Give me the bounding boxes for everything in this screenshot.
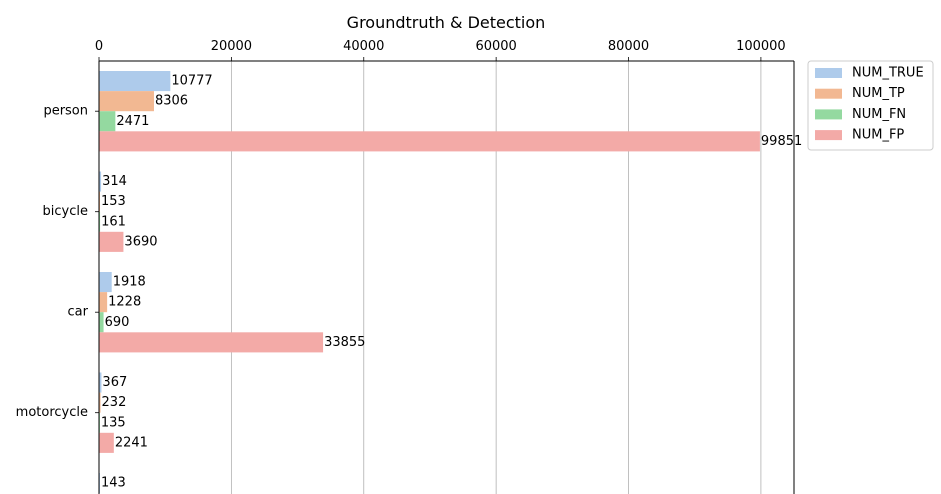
bar-value-label: 8306 xyxy=(155,94,188,109)
x-axis-ticks: 0 20000 40000 60000 80000 100000 xyxy=(95,39,786,61)
bar-value-label: 10777 xyxy=(171,74,212,89)
value-labels: 10777 8306 2471 99851 314 153 161 3690 1918 1228 6… xyxy=(101,74,802,491)
bar-value-label: 367 xyxy=(102,375,127,390)
bar-value-label: 1228 xyxy=(108,295,141,310)
bar xyxy=(99,191,101,212)
bar xyxy=(99,231,124,252)
y-category-label: person xyxy=(43,104,88,119)
legend-entry: NUM_FN xyxy=(852,107,906,122)
bar-value-label: 690 xyxy=(105,315,130,330)
bar xyxy=(99,332,324,353)
bar-value-label: 1918 xyxy=(113,275,146,290)
bar-value-label: 143 xyxy=(101,476,126,491)
x-tick-label: 0 xyxy=(95,39,103,54)
bar-value-label: 33855 xyxy=(324,335,365,350)
grid-lines xyxy=(98,61,762,494)
legend-entry: NUM_FP xyxy=(852,128,904,143)
legend-swatch xyxy=(815,68,842,78)
x-tick-label: 60000 xyxy=(475,39,516,54)
legend-entry: NUM_TP xyxy=(852,86,905,101)
bar xyxy=(99,392,101,413)
bar-value-label: 2471 xyxy=(116,114,149,129)
bar-value-label: 135 xyxy=(101,415,126,430)
bar-value-label: 161 xyxy=(101,214,126,229)
plot-frame xyxy=(98,60,795,494)
legend: NUM_TRUE NUM_TP NUM_FN NUM_FP xyxy=(807,60,934,151)
x-tick-label: 80000 xyxy=(608,39,649,54)
y-category-label: motorcycle xyxy=(16,405,88,420)
bars xyxy=(99,71,760,494)
bar xyxy=(99,211,101,232)
bar-value-label: 153 xyxy=(101,194,126,209)
bar xyxy=(99,312,104,333)
bar xyxy=(99,432,114,453)
legend-swatch xyxy=(815,130,842,141)
bar xyxy=(99,171,102,192)
bar-value-label: 232 xyxy=(102,395,127,410)
bar xyxy=(99,91,154,112)
legend-box xyxy=(807,60,934,151)
bar-value-label: 314 xyxy=(102,174,127,189)
bar-value-label: 2241 xyxy=(115,435,148,450)
chart-title: Groundtruth & Detection xyxy=(347,13,546,32)
bar-value-label: 99851 xyxy=(761,134,802,149)
bar xyxy=(99,372,102,393)
y-category-label: car xyxy=(68,305,89,320)
bar xyxy=(99,272,112,293)
x-tick-label: 20000 xyxy=(211,39,252,54)
bar xyxy=(99,131,760,152)
bar-value-label: 3690 xyxy=(124,234,157,249)
x-tick-label: 40000 xyxy=(343,39,384,54)
legend-swatch xyxy=(815,109,842,120)
legend-swatch xyxy=(815,88,842,99)
bar xyxy=(99,292,108,313)
x-tick-label: 100000 xyxy=(736,39,786,54)
legend-entry: NUM_TRUE xyxy=(852,66,924,81)
bar xyxy=(99,71,171,92)
bar xyxy=(99,111,116,132)
y-axis-categories: person bicycle car motorcycle xyxy=(16,104,99,420)
y-category-label: bicycle xyxy=(43,204,88,219)
